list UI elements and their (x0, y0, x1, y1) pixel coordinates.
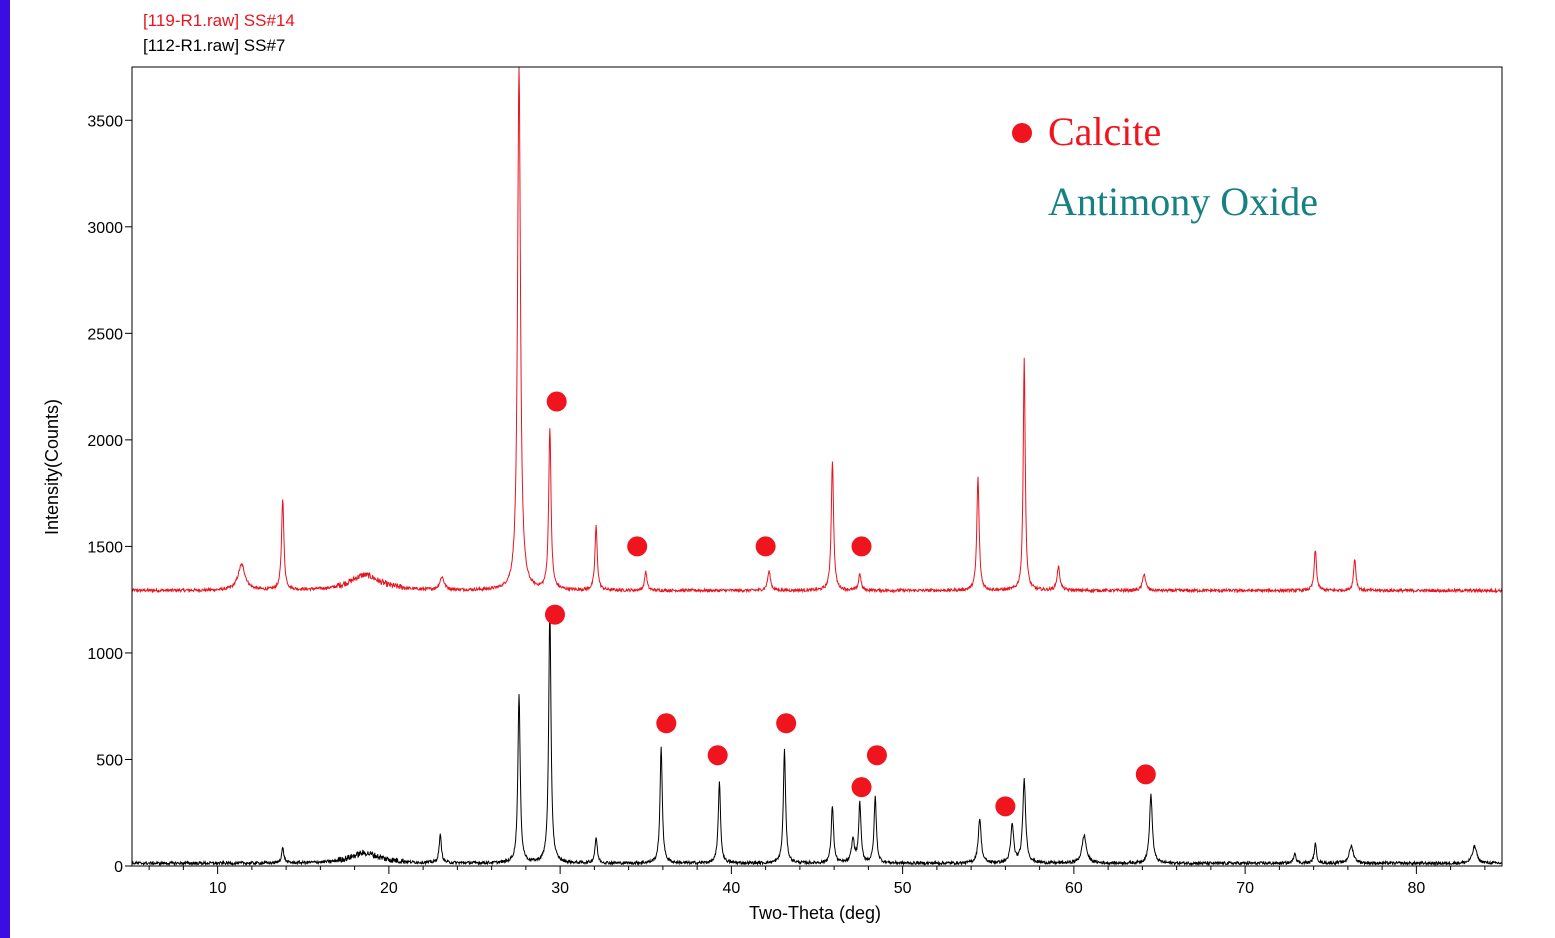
calcite-marker (851, 536, 872, 557)
legend-label-calcite: Calcite (1048, 109, 1161, 154)
y-tick-label: 0 (114, 859, 123, 876)
calcite-marker (866, 745, 887, 766)
y-axis-title: Intensity(Counts) (42, 399, 62, 535)
x-tick-label: 20 (380, 880, 398, 897)
xrd-chart: [119-R1.raw] SS#14 [112-R1.raw] SS#7 0 50… (42, 11, 1503, 923)
series-label-top: [119-R1.raw] SS#14 (143, 11, 295, 30)
plot-area-border (131, 66, 1503, 867)
calcite-marker (627, 536, 648, 557)
x-tick-label: 50 (894, 880, 912, 897)
legend-dot-icon (1012, 123, 1032, 143)
x-tick-label: 60 (1065, 880, 1083, 897)
x-tick-label: 30 (551, 880, 569, 897)
x-tick-label: 80 (1407, 880, 1425, 897)
legend: Calcite Antimony Oxide (1012, 109, 1318, 224)
y-tick-label: 2500 (87, 326, 123, 343)
series-line-119-R1 (131, 66, 1503, 594)
y-tick-label: 1000 (87, 646, 123, 663)
calcite-marker (1135, 764, 1156, 785)
y-tick-label: 1500 (87, 539, 123, 556)
x-tick-label: 70 (1236, 880, 1254, 897)
y-tick-label: 500 (96, 752, 123, 769)
y-tick-label: 3500 (87, 113, 123, 130)
series-line-112-R1 (131, 607, 1503, 867)
series-label-bottom: [112-R1.raw] SS#7 (143, 36, 285, 55)
calcite-marker (776, 713, 797, 734)
calcite-marker (851, 777, 872, 798)
calcite-marker (656, 713, 677, 734)
calcite-marker (755, 536, 776, 557)
x-axis-title: Two-Theta (deg) (749, 903, 881, 923)
y-tick-label: 2000 (87, 433, 123, 450)
calcite-marker (707, 745, 728, 766)
calcite-marker (546, 391, 567, 412)
x-tick-label: 10 (209, 880, 227, 897)
legend-label-antimony-oxide: Antimony Oxide (1048, 179, 1318, 224)
chart-frame: [119-R1.raw] SS#14 [112-R1.raw] SS#7 0 50… (10, 0, 1555, 938)
calcite-marker (544, 604, 565, 625)
calcite-marker (995, 796, 1016, 817)
x-tick-label: 40 (722, 880, 740, 897)
y-tick-label: 3000 (87, 220, 123, 237)
